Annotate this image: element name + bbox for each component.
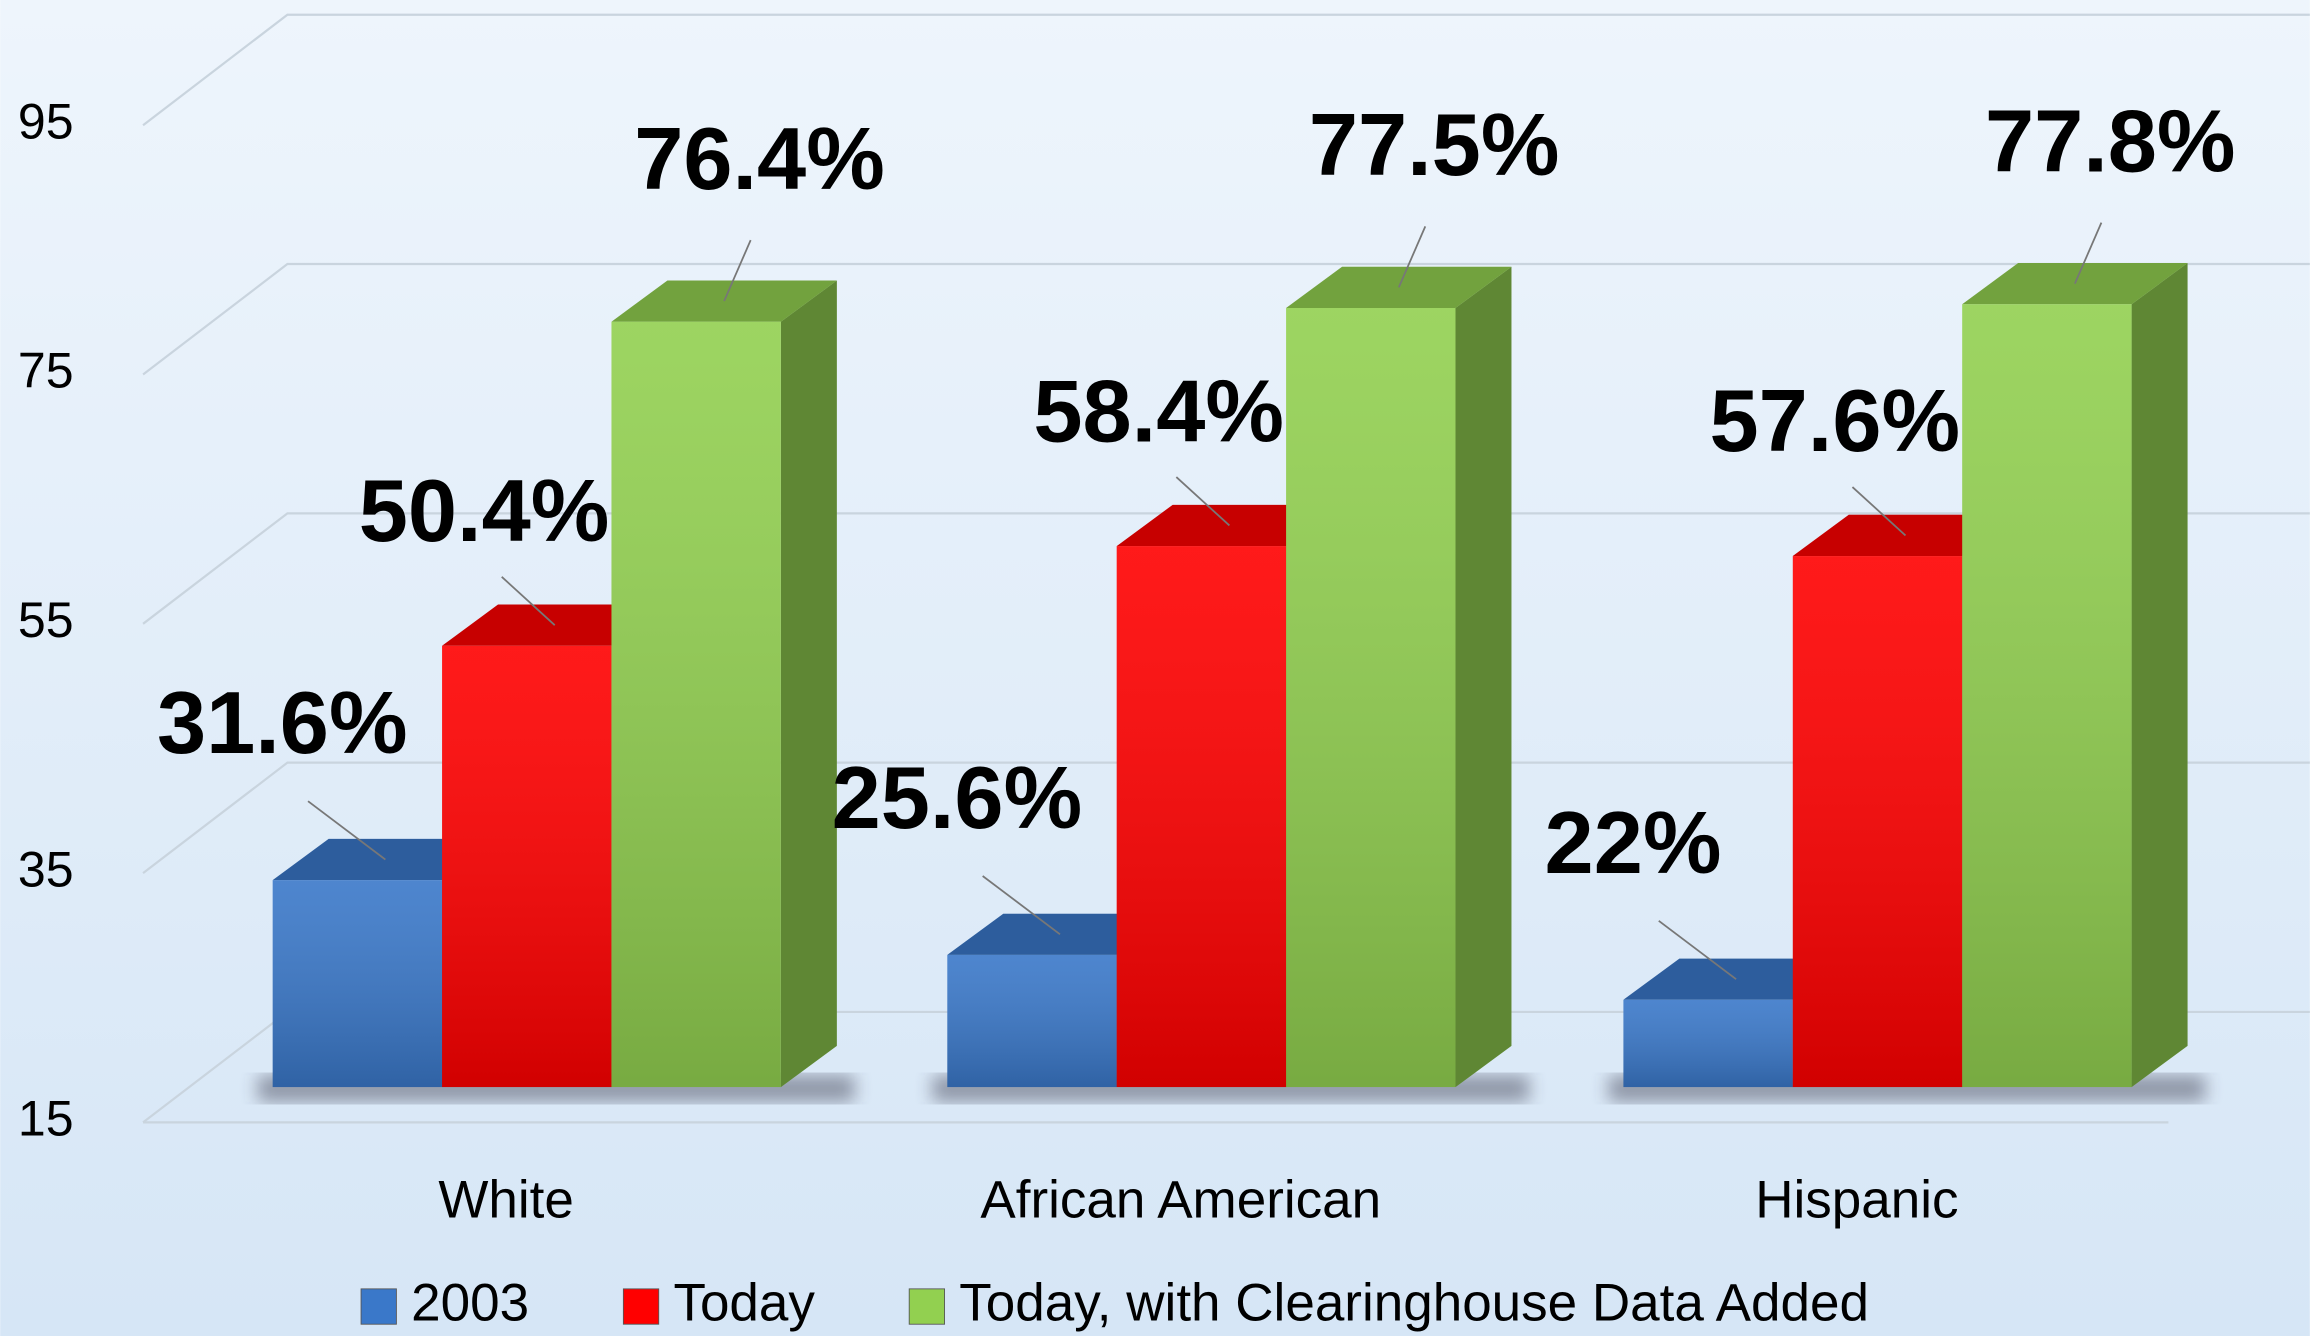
- bar-gloss: [1286, 307, 1456, 1088]
- bar-gloss: [272, 880, 443, 1088]
- bar-gloss: [1116, 546, 1287, 1088]
- y-tick-label: 55: [18, 592, 74, 648]
- bar-side-shade: [2131, 263, 2188, 1088]
- legend-label: Today: [673, 1274, 815, 1333]
- value-label: 57.6%: [1710, 371, 1961, 470]
- grid-line: [142, 512, 2310, 625]
- bar-side: [2131, 263, 2188, 1088]
- bar-gloss: [611, 321, 781, 1088]
- bar-top: [1792, 514, 2019, 557]
- bar-gloss: [1792, 556, 1963, 1088]
- leader-line: [307, 800, 386, 861]
- y-tick-label: 35: [18, 841, 74, 897]
- bar-side-shade: [1455, 266, 1512, 1088]
- bar-top: [1116, 504, 1343, 547]
- value-label: 58.4%: [1033, 361, 1284, 460]
- bar-gloss: [442, 645, 612, 1088]
- x-tick-label: White: [438, 1170, 574, 1229]
- value-label: 77.5%: [1309, 95, 1560, 194]
- x-tick-label: African American: [980, 1170, 1381, 1229]
- leader-line: [982, 875, 1061, 936]
- grid-line: [142, 13, 2310, 127]
- leader-line: [1175, 476, 1230, 527]
- bar-gloss: [1623, 999, 1793, 1088]
- legend-label: Today, with Clearinghouse Data Added: [959, 1274, 1869, 1333]
- bar-top: [611, 280, 837, 322]
- bar-top-shade: [611, 280, 837, 322]
- grid-line: [142, 262, 2310, 376]
- grid-line: [142, 761, 2310, 874]
- legend-swatch: [908, 1288, 945, 1325]
- legend-swatch: [622, 1288, 660, 1325]
- bar-gloss: [1962, 304, 2132, 1088]
- leader-line: [501, 576, 556, 626]
- legend-swatch: [360, 1288, 397, 1325]
- y-tick-label: 95: [18, 93, 74, 149]
- y-tick-label: 75: [18, 343, 74, 399]
- value-label: 22%: [1545, 793, 1722, 892]
- leader-line: [2074, 222, 2103, 284]
- y-tick-label: 15: [18, 1091, 74, 1147]
- bar-top-shade: [1116, 504, 1343, 547]
- bar-side: [1455, 266, 1512, 1088]
- value-label: 25.6%: [832, 748, 1083, 847]
- leader-line: [1658, 920, 1737, 980]
- bar-top-shade: [1792, 514, 2019, 557]
- value-label: 31.6%: [157, 673, 408, 772]
- bar-side-shade: [780, 280, 837, 1088]
- value-label: 77.8%: [1985, 91, 2236, 190]
- bar-gloss: [947, 954, 1117, 1088]
- x-tick-label: Hispanic: [1755, 1170, 1958, 1229]
- legend-label: 2003: [411, 1274, 529, 1333]
- leader-line: [1397, 226, 1427, 288]
- leader-line: [723, 239, 752, 302]
- value-label: 50.4%: [359, 461, 610, 560]
- value-label: 76.4%: [634, 109, 885, 208]
- bar-side: [780, 280, 837, 1088]
- leader-line: [1851, 486, 1907, 537]
